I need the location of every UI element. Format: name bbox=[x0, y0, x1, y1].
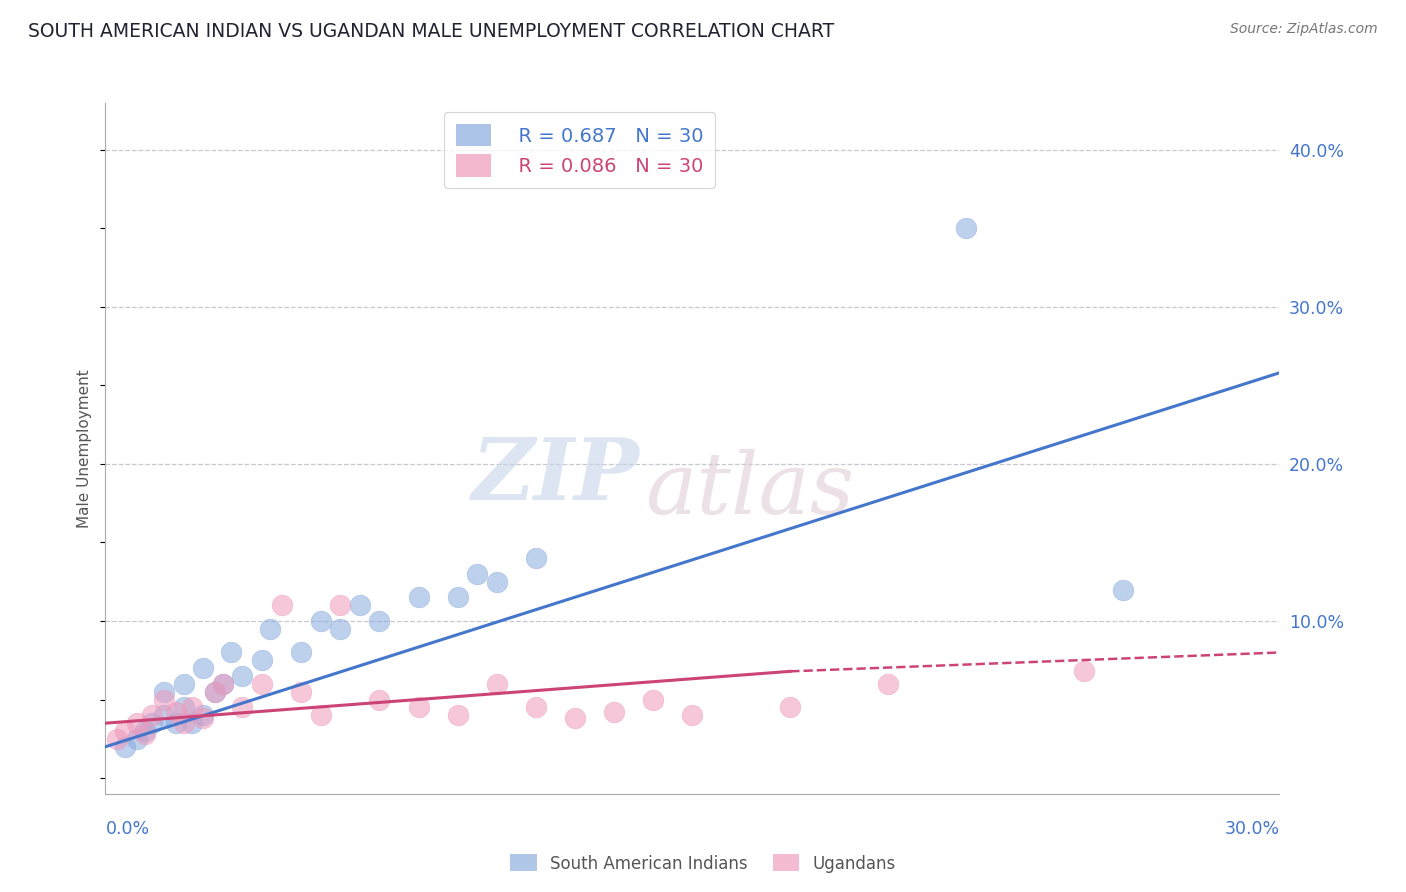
Point bbox=[153, 708, 176, 723]
Point bbox=[349, 599, 371, 613]
Point bbox=[408, 700, 430, 714]
Point bbox=[779, 700, 801, 714]
Legend:   R = 0.687   N = 30,   R = 0.086   N = 30: R = 0.687 N = 30, R = 0.086 N = 30 bbox=[444, 112, 716, 188]
Point bbox=[485, 677, 508, 691]
Point bbox=[173, 677, 195, 691]
Point bbox=[309, 708, 332, 723]
Point bbox=[173, 700, 195, 714]
Point bbox=[125, 716, 148, 731]
Point bbox=[564, 711, 586, 725]
Point bbox=[368, 692, 391, 706]
Point bbox=[309, 614, 332, 628]
Legend: South American Indians, Ugandans: South American Indians, Ugandans bbox=[503, 847, 903, 880]
Point bbox=[955, 221, 977, 235]
Text: 0.0%: 0.0% bbox=[105, 820, 149, 838]
Point bbox=[193, 711, 215, 725]
Point bbox=[180, 700, 202, 714]
Point bbox=[231, 669, 253, 683]
Point bbox=[193, 661, 215, 675]
Point bbox=[153, 692, 176, 706]
Point bbox=[141, 708, 163, 723]
Point bbox=[114, 724, 136, 739]
Point bbox=[193, 708, 215, 723]
Point bbox=[270, 599, 292, 613]
Point bbox=[250, 653, 273, 667]
Point bbox=[290, 645, 312, 659]
Point bbox=[524, 551, 547, 566]
Point bbox=[134, 724, 156, 739]
Point bbox=[180, 716, 202, 731]
Point bbox=[141, 716, 163, 731]
Point bbox=[134, 727, 156, 741]
Text: Source: ZipAtlas.com: Source: ZipAtlas.com bbox=[1230, 22, 1378, 37]
Point bbox=[250, 677, 273, 691]
Point bbox=[125, 731, 148, 746]
Point bbox=[231, 700, 253, 714]
Text: atlas: atlas bbox=[645, 449, 855, 531]
Point bbox=[211, 677, 233, 691]
Point bbox=[465, 566, 488, 581]
Point bbox=[219, 645, 242, 659]
Point bbox=[368, 614, 391, 628]
Point bbox=[681, 708, 703, 723]
Point bbox=[329, 622, 352, 636]
Point bbox=[153, 685, 176, 699]
Point bbox=[643, 692, 665, 706]
Point bbox=[329, 599, 352, 613]
Point bbox=[1112, 582, 1135, 597]
Point bbox=[204, 685, 226, 699]
Text: SOUTH AMERICAN INDIAN VS UGANDAN MALE UNEMPLOYMENT CORRELATION CHART: SOUTH AMERICAN INDIAN VS UGANDAN MALE UN… bbox=[28, 22, 834, 41]
Point bbox=[408, 591, 430, 605]
Point bbox=[603, 705, 626, 719]
Point bbox=[524, 700, 547, 714]
Point bbox=[290, 685, 312, 699]
Point bbox=[173, 716, 195, 731]
Text: 30.0%: 30.0% bbox=[1225, 820, 1279, 838]
Point bbox=[165, 705, 187, 719]
Point bbox=[446, 708, 468, 723]
Point bbox=[105, 731, 128, 746]
Point bbox=[1073, 665, 1095, 679]
Point bbox=[485, 574, 508, 589]
Y-axis label: Male Unemployment: Male Unemployment bbox=[77, 369, 93, 527]
Point bbox=[446, 591, 468, 605]
Point bbox=[877, 677, 900, 691]
Point bbox=[259, 622, 281, 636]
Point bbox=[165, 716, 187, 731]
Point bbox=[114, 739, 136, 754]
Text: ZIP: ZIP bbox=[472, 434, 640, 517]
Point bbox=[204, 685, 226, 699]
Point bbox=[211, 677, 233, 691]
